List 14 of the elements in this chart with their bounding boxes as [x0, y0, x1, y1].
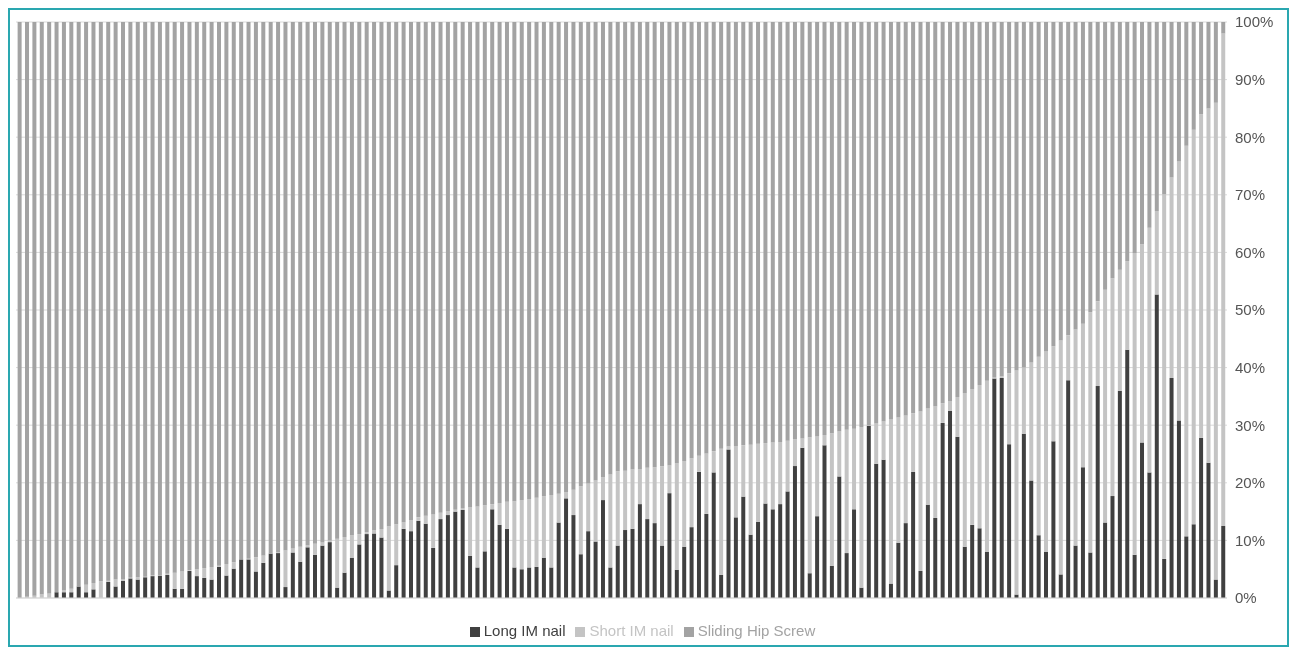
y-tick-label: 40% — [1235, 358, 1266, 376]
legend-label: Short IM nail — [589, 622, 674, 639]
legend-label: Sliding Hip Screw — [697, 622, 816, 639]
y-tick-label: 70% — [1235, 186, 1266, 204]
y-tick-label: 80% — [1235, 128, 1266, 146]
y-tick-label: 50% — [1235, 301, 1266, 319]
legend-label: Long IM nail — [483, 622, 566, 639]
y-tick-label: 90% — [1235, 70, 1266, 88]
y-tick-label: 0% — [1235, 589, 1257, 607]
y-tick-label: 100% — [1235, 13, 1274, 31]
y-tick-label: 30% — [1235, 416, 1266, 434]
y-tick-label: 60% — [1235, 243, 1266, 261]
y-tick-label: 20% — [1235, 474, 1266, 492]
y-tick-label: 10% — [1235, 531, 1266, 549]
